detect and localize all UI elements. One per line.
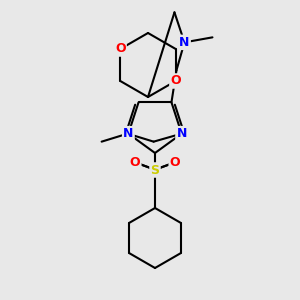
Text: N: N — [123, 127, 134, 140]
Text: O: O — [170, 155, 180, 169]
Text: O: O — [115, 43, 126, 56]
Text: S: S — [151, 164, 160, 176]
Text: N: N — [176, 127, 187, 140]
Text: N: N — [179, 36, 190, 49]
Text: O: O — [170, 74, 181, 88]
Text: O: O — [130, 155, 140, 169]
